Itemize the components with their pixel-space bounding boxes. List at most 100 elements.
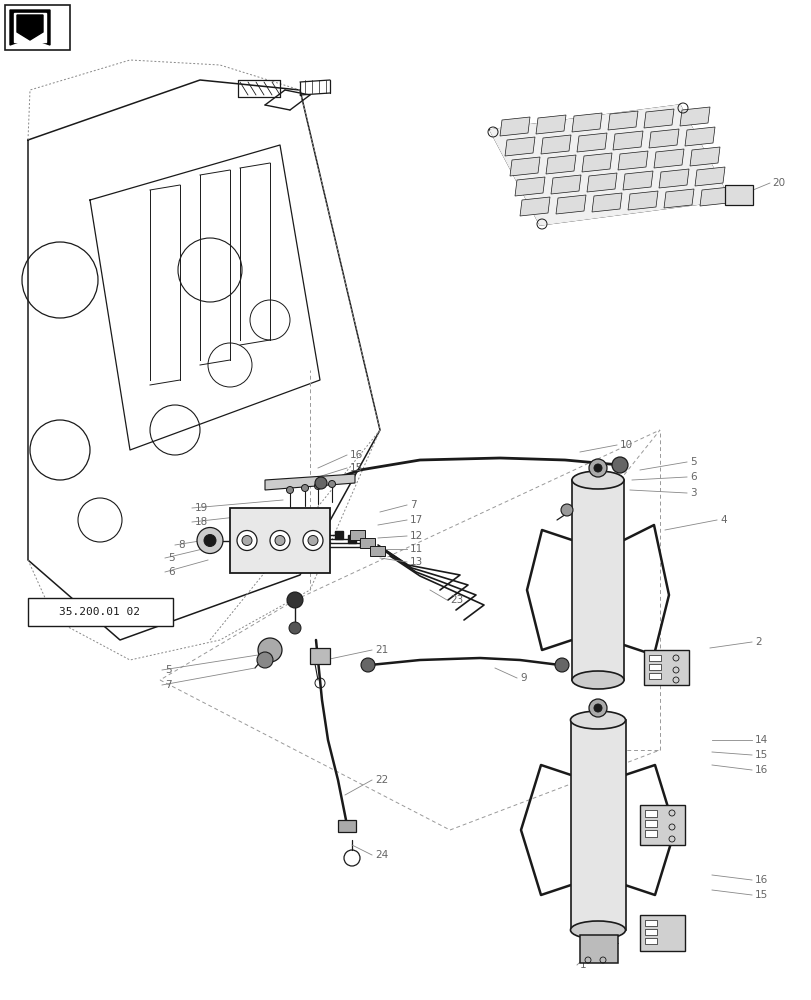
Polygon shape bbox=[10, 10, 50, 45]
Text: 11: 11 bbox=[410, 544, 423, 554]
Bar bbox=[644, 938, 656, 944]
Circle shape bbox=[197, 528, 223, 554]
Text: 14: 14 bbox=[754, 735, 767, 745]
Polygon shape bbox=[581, 153, 611, 172]
Polygon shape bbox=[612, 131, 642, 150]
Text: 2: 2 bbox=[754, 637, 761, 647]
Bar bbox=[579, 935, 617, 963]
Bar bbox=[648, 673, 660, 679]
Bar bbox=[28, 598, 173, 626]
Bar bbox=[726, 187, 738, 203]
Polygon shape bbox=[679, 107, 709, 126]
Circle shape bbox=[275, 536, 285, 546]
Bar bbox=[5, 5, 70, 50]
Polygon shape bbox=[551, 175, 581, 194]
Text: 4: 4 bbox=[719, 515, 726, 525]
Text: 10: 10 bbox=[620, 440, 633, 450]
Text: 23: 23 bbox=[449, 595, 463, 605]
Circle shape bbox=[594, 704, 601, 712]
Circle shape bbox=[554, 658, 569, 672]
Bar bbox=[337, 820, 355, 832]
Polygon shape bbox=[17, 15, 43, 40]
Polygon shape bbox=[648, 129, 678, 148]
Ellipse shape bbox=[571, 671, 623, 689]
Bar bbox=[648, 664, 660, 670]
Text: 5: 5 bbox=[165, 665, 171, 675]
Text: 24: 24 bbox=[375, 850, 388, 860]
Text: 13: 13 bbox=[410, 557, 423, 567]
Polygon shape bbox=[370, 546, 384, 556]
Polygon shape bbox=[500, 117, 530, 136]
Text: 16: 16 bbox=[350, 450, 363, 460]
Circle shape bbox=[315, 477, 327, 489]
Bar bbox=[310, 648, 329, 664]
Polygon shape bbox=[348, 534, 355, 542]
Polygon shape bbox=[694, 167, 724, 186]
Bar bbox=[644, 929, 656, 935]
Text: 8: 8 bbox=[178, 540, 184, 550]
Text: 21: 21 bbox=[375, 645, 388, 655]
Circle shape bbox=[286, 487, 293, 493]
Polygon shape bbox=[607, 111, 637, 130]
Bar bbox=[644, 920, 656, 926]
Circle shape bbox=[314, 483, 321, 489]
Bar bbox=[570, 720, 625, 930]
Circle shape bbox=[588, 699, 607, 717]
Text: 12: 12 bbox=[410, 531, 423, 541]
Polygon shape bbox=[519, 197, 549, 216]
Polygon shape bbox=[514, 177, 544, 196]
Bar bbox=[639, 805, 684, 845]
Circle shape bbox=[301, 485, 308, 491]
Circle shape bbox=[594, 464, 601, 472]
Polygon shape bbox=[571, 113, 601, 132]
Circle shape bbox=[289, 622, 301, 634]
Bar bbox=[639, 915, 684, 951]
Polygon shape bbox=[689, 147, 719, 166]
Polygon shape bbox=[359, 538, 375, 548]
Bar bbox=[230, 508, 329, 573]
Circle shape bbox=[307, 536, 318, 546]
Polygon shape bbox=[684, 127, 714, 146]
Bar bbox=[644, 830, 656, 837]
Polygon shape bbox=[591, 193, 621, 212]
Bar bbox=[644, 820, 656, 827]
Circle shape bbox=[303, 530, 323, 550]
Polygon shape bbox=[350, 530, 365, 540]
Text: 9: 9 bbox=[519, 673, 526, 683]
Circle shape bbox=[237, 530, 257, 550]
Text: 15: 15 bbox=[350, 463, 363, 473]
Ellipse shape bbox=[570, 921, 624, 939]
Polygon shape bbox=[627, 191, 657, 210]
Circle shape bbox=[286, 592, 303, 608]
Circle shape bbox=[242, 536, 251, 546]
Text: 16: 16 bbox=[754, 765, 767, 775]
Circle shape bbox=[611, 457, 627, 473]
Circle shape bbox=[204, 534, 216, 546]
Text: 18: 18 bbox=[195, 517, 208, 527]
Text: 17: 17 bbox=[410, 515, 423, 525]
Polygon shape bbox=[509, 157, 539, 176]
Text: 5: 5 bbox=[168, 553, 174, 563]
Text: 6: 6 bbox=[168, 567, 174, 577]
Polygon shape bbox=[659, 169, 689, 188]
Polygon shape bbox=[586, 173, 616, 192]
Text: 15: 15 bbox=[754, 890, 767, 900]
Text: 6: 6 bbox=[689, 472, 696, 482]
Text: 1: 1 bbox=[579, 960, 586, 970]
Text: 20: 20 bbox=[771, 178, 784, 188]
Polygon shape bbox=[622, 171, 652, 190]
Circle shape bbox=[588, 459, 607, 477]
Text: 19: 19 bbox=[195, 503, 208, 513]
Text: 5: 5 bbox=[689, 457, 696, 467]
Text: 16: 16 bbox=[754, 875, 767, 885]
Polygon shape bbox=[14, 13, 46, 42]
Circle shape bbox=[328, 481, 335, 488]
Polygon shape bbox=[535, 115, 565, 134]
Text: 35.200.01 02: 35.200.01 02 bbox=[59, 607, 140, 617]
Text: 7: 7 bbox=[165, 680, 171, 690]
Bar bbox=[643, 650, 689, 685]
Polygon shape bbox=[540, 135, 570, 154]
Polygon shape bbox=[264, 474, 354, 490]
Polygon shape bbox=[699, 187, 729, 206]
Polygon shape bbox=[643, 109, 673, 128]
